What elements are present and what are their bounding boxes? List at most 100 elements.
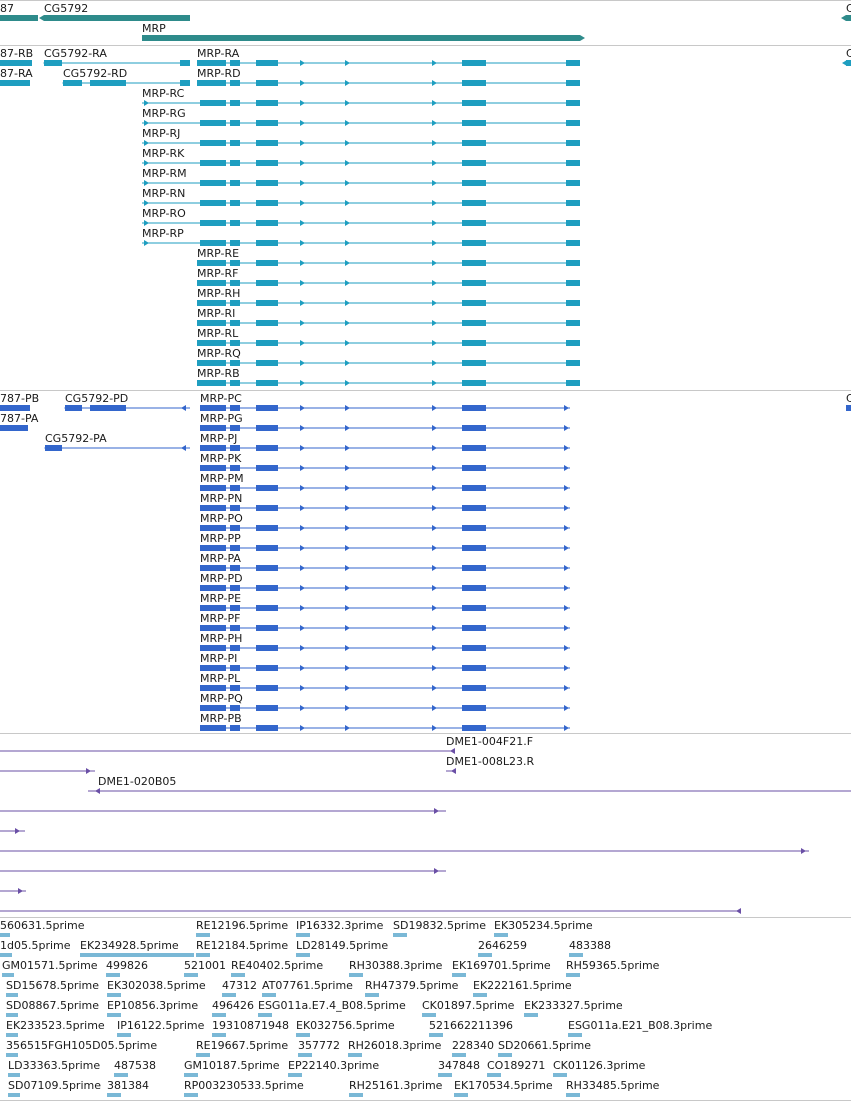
- est-feature[interactable]: RH30388.3prime: [349, 959, 443, 977]
- est-feature[interactable]: 499826: [106, 959, 176, 977]
- protein-feature[interactable]: MRP-PI: [200, 652, 570, 671]
- mrna-feature[interactable]: MRP-RH: [197, 287, 580, 306]
- est-feature[interactable]: RH26018.3prime: [348, 1039, 442, 1057]
- mrna-feature[interactable]: CG5792-RA: [43, 47, 190, 66]
- protein-feature[interactable]: MRP-PC: [200, 392, 570, 411]
- est-feature[interactable]: CO189271: [487, 1059, 557, 1077]
- est-feature[interactable]: 2646259: [478, 939, 548, 957]
- est-feature[interactable]: RH25161.3prime: [349, 1079, 443, 1097]
- protein-feature[interactable]: MRP-PB: [200, 712, 570, 731]
- mrna-feature[interactable]: MRP-RE: [197, 247, 580, 266]
- mrna-feature[interactable]: MRP-RC: [142, 87, 580, 106]
- gene-feature[interactable]: CG5792: [39, 2, 190, 21]
- est-feature[interactable]: EK032756.5prime: [296, 1019, 395, 1037]
- est-feature[interactable]: RP003230533.5prime: [184, 1079, 304, 1097]
- mrna-feature[interactable]: MRP-RG: [142, 107, 580, 126]
- est-feature[interactable]: LD28149.5prime: [296, 939, 388, 957]
- mrna-feature[interactable]: MRP-RD: [197, 67, 580, 86]
- est-feature[interactable]: RE40402.5prime: [231, 959, 323, 977]
- protein-feature[interactable]: MRP-PL: [200, 672, 570, 691]
- est-feature[interactable]: LD33363.5prime: [8, 1059, 100, 1077]
- gene-feature[interactable]: C: [841, 2, 851, 21]
- est-feature[interactable]: 347848: [438, 1059, 508, 1077]
- gene-feature[interactable]: 87: [0, 2, 38, 21]
- est-feature[interactable]: ESG011a.E21_B08.3prime: [568, 1019, 712, 1037]
- est-feature[interactable]: EK169701.5prime: [452, 959, 551, 977]
- mrna-feature[interactable]: MRP-RA: [197, 47, 580, 66]
- protein-feature[interactable]: MRP-PP: [200, 532, 570, 551]
- mrna-feature[interactable]: MRP-RJ: [142, 127, 580, 146]
- est-feature[interactable]: 381384: [107, 1079, 177, 1097]
- protein-feature[interactable]: CG5792-PD: [64, 392, 190, 411]
- protein-feature[interactable]: MRP-PF: [200, 612, 570, 631]
- est-feature[interactable]: 47312: [222, 979, 292, 997]
- est-feature[interactable]: SD15678.5prime: [6, 979, 99, 997]
- mrna-feature[interactable]: MRP-RL: [197, 327, 580, 346]
- protein-feature[interactable]: MRP-PN: [200, 492, 570, 511]
- protein-feature[interactable]: MRP-PK: [200, 452, 570, 471]
- protein-feature[interactable]: MRP-PH: [200, 632, 570, 651]
- est-feature[interactable]: EK170534.5prime: [454, 1079, 553, 1097]
- est-feature[interactable]: 521662211396: [429, 1019, 513, 1037]
- gene-feature[interactable]: MRP: [142, 22, 585, 41]
- mrna-feature[interactable]: MRP-RO: [142, 207, 580, 226]
- fosmid-feature[interactable]: [0, 808, 446, 814]
- est-feature[interactable]: AT07761.5prime: [262, 979, 353, 997]
- est-feature[interactable]: EP10856.3prime: [107, 999, 198, 1017]
- fosmid-feature[interactable]: [0, 748, 455, 754]
- protein-feature[interactable]: 787-PB: [0, 392, 39, 411]
- est-feature[interactable]: 560631.5prime: [0, 919, 85, 937]
- est-feature[interactable]: RE12196.5prime: [196, 919, 288, 937]
- est-feature[interactable]: 483388: [569, 939, 639, 957]
- fosmid-feature[interactable]: [0, 908, 741, 914]
- mrna-feature[interactable]: MRP-RI: [197, 307, 580, 326]
- fosmid-feature[interactable]: [0, 868, 446, 874]
- est-feature[interactable]: 228340: [452, 1039, 522, 1057]
- fosmid-feature[interactable]: DME1-008L23.R: [446, 755, 534, 774]
- protein-feature[interactable]: MRP-PJ: [200, 432, 570, 451]
- mrna-feature[interactable]: 87-RB: [0, 47, 33, 66]
- est-feature[interactable]: EK302038.5prime: [107, 979, 206, 997]
- est-feature[interactable]: RE12184.5prime: [196, 939, 288, 957]
- est-feature[interactable]: RH33485.5prime: [566, 1079, 660, 1097]
- protein-feature[interactable]: MRP-PE: [200, 592, 570, 611]
- est-feature[interactable]: IP16332.3prime: [296, 919, 384, 937]
- est-feature[interactable]: IP16122.5prime: [117, 1019, 205, 1037]
- fosmid-feature[interactable]: [0, 848, 809, 854]
- fosmid-feature[interactable]: DME1-004F21.F: [446, 735, 533, 752]
- protein-feature[interactable]: MRP-PO: [200, 512, 570, 531]
- est-feature[interactable]: RE19667.5prime: [196, 1039, 288, 1057]
- mrna-feature[interactable]: MRP-RK: [142, 147, 580, 166]
- est-feature[interactable]: SD19832.5prime: [393, 919, 486, 937]
- protein-feature[interactable]: MRP-PM: [200, 472, 570, 491]
- est-feature[interactable]: RH59365.5prime: [566, 959, 660, 977]
- est-feature[interactable]: 521001: [184, 959, 254, 977]
- est-feature[interactable]: EK233523.5prime: [6, 1019, 105, 1037]
- mrna-feature[interactable]: MRP-RF: [197, 267, 580, 286]
- est-feature[interactable]: ESG011a.E7.4_B08.5prime: [258, 999, 406, 1017]
- est-feature[interactable]: SD07109.5prime: [8, 1079, 101, 1097]
- mrna-feature[interactable]: MRP-RB: [197, 367, 580, 386]
- est-feature[interactable]: 496426: [212, 999, 282, 1017]
- est-feature[interactable]: 487538: [114, 1059, 184, 1077]
- fosmid-feature[interactable]: [0, 888, 26, 894]
- est-feature[interactable]: EK305234.5prime: [494, 919, 593, 937]
- est-feature[interactable]: RH47379.5prime: [365, 979, 459, 997]
- est-feature[interactable]: 19310871948: [212, 1019, 289, 1037]
- est-feature[interactable]: 357772: [298, 1039, 368, 1057]
- protein-feature[interactable]: MRP-PG: [200, 412, 570, 431]
- mrna-feature[interactable]: MRP-RM: [142, 167, 580, 186]
- est-feature[interactable]: SD08867.5prime: [6, 999, 99, 1017]
- est-feature[interactable]: SD20661.5prime: [498, 1039, 591, 1057]
- protein-feature[interactable]: MRP-PD: [200, 572, 570, 591]
- est-feature[interactable]: CK01126.3prime: [553, 1059, 646, 1077]
- mrna-feature[interactable]: MRP-RN: [142, 187, 580, 206]
- fosmid-feature[interactable]: [0, 828, 25, 834]
- protein-feature[interactable]: MRP-PA: [200, 552, 570, 571]
- est-feature[interactable]: CK01897.5prime: [422, 999, 515, 1017]
- est-feature[interactable]: EK234928.5prime: [80, 939, 194, 957]
- protein-feature[interactable]: CG5792-PA: [44, 432, 190, 451]
- est-feature[interactable]: 356515FGH105D05.5prime: [6, 1039, 157, 1057]
- protein-feature[interactable]: MRP-PQ: [200, 692, 570, 711]
- mrna-feature[interactable]: C: [842, 47, 851, 66]
